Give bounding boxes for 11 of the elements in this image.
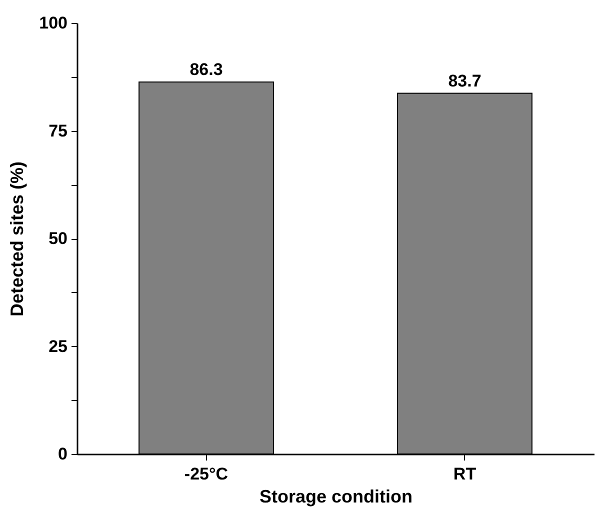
y-tick-label: 50 <box>48 229 68 248</box>
x-axis-title: Storage condition <box>260 486 412 506</box>
y-tick-label: 25 <box>48 336 68 356</box>
y-tick-label: 75 <box>48 121 68 140</box>
y-axis-title: Detected sites (%) <box>7 161 28 317</box>
data-label: 83.7 <box>448 71 482 90</box>
y-tick-label: 100 <box>39 14 68 32</box>
x-tick-label: RT <box>453 464 477 484</box>
data-label: 86.3 <box>190 60 223 80</box>
x-tick-label: -25°C <box>184 464 228 484</box>
y-tick-label: 0 <box>58 444 68 464</box>
